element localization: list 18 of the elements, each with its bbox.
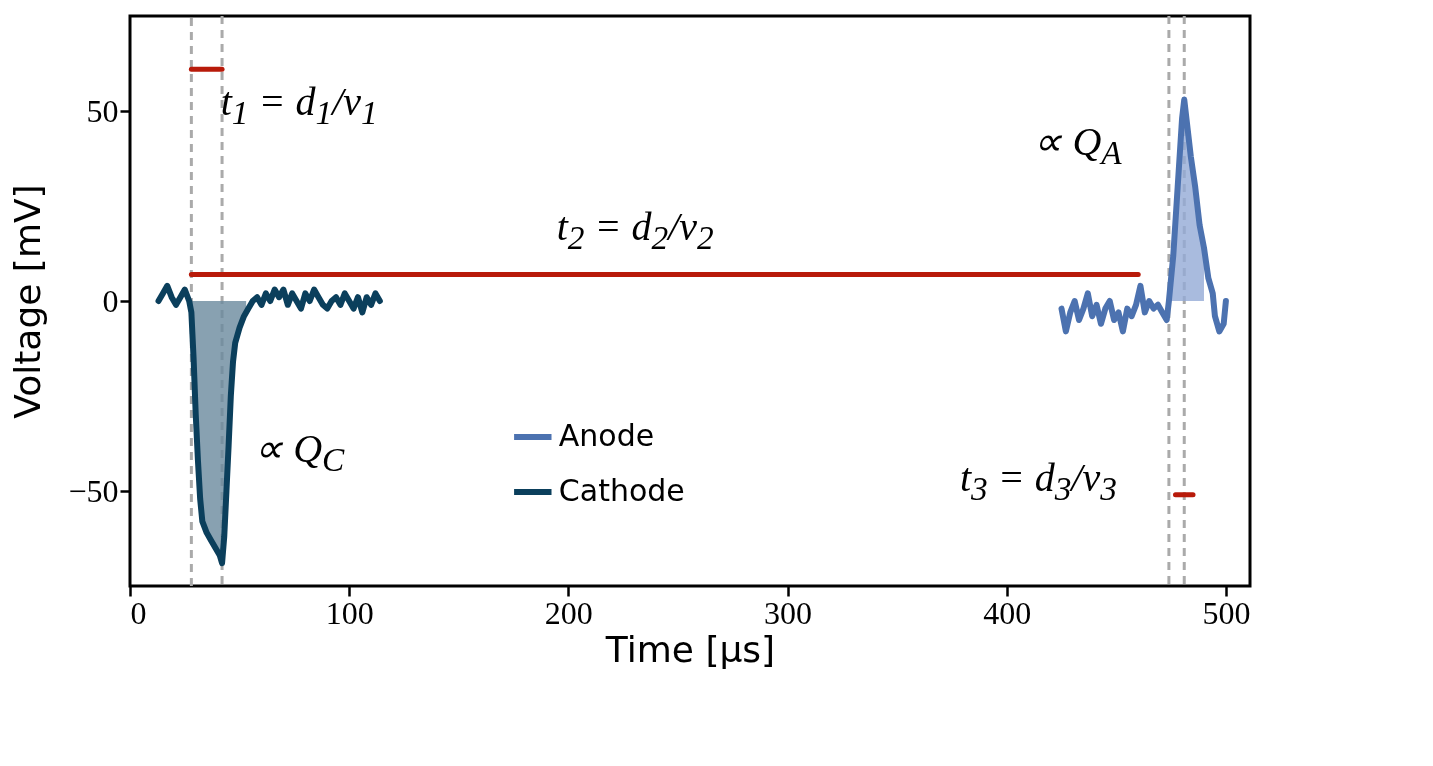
y-tick-label: −50 [68,472,119,509]
y-axis-title: Voltage [mV] [7,184,49,419]
legend-label: Anode [558,418,655,453]
annotation: t$_{1}$ = d$_{1}$/v$_{1}$ [220,77,378,132]
y-tick-label: 0 [102,282,119,319]
x-tick-label: 400 [983,594,1032,631]
y-tick-label: 50 [86,92,119,129]
annotation: ∝ Q$_{C}$ [254,425,345,480]
annotation: t$_{3}$ = d$_{3}$/v$_{3}$ [959,453,1117,508]
annotation: ∝ Q$_{A}$ [1033,117,1122,172]
x-tick-label: 100 [325,594,374,631]
x-tick-label: 500 [1202,594,1251,631]
x-tick-label: 0 [130,594,147,631]
x-tick-label: 300 [764,594,813,631]
annotation: t$_{2}$ = d$_{2}$/v$_{2}$ [556,203,714,257]
legend-label: Cathode [558,473,685,508]
x-axis-title: Time [μs] [604,628,776,670]
x-tick-label: 200 [544,594,593,631]
